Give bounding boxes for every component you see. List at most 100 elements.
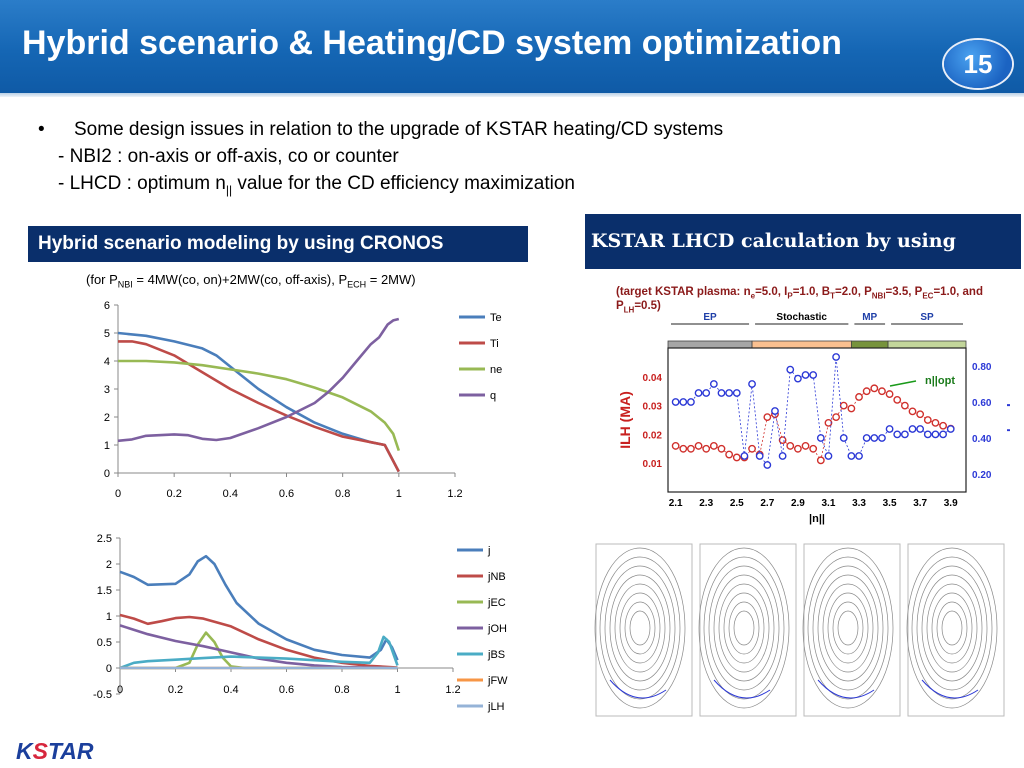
y-tick-label: 1 — [106, 611, 112, 623]
data-point-ILH — [916, 410, 925, 419]
caption-part: = 2MW) — [366, 272, 416, 287]
data-point-rho_dep — [878, 434, 886, 442]
flux-surface — [832, 601, 864, 655]
x-tick-label: 2.9 — [791, 498, 805, 509]
flux-surface — [931, 592, 973, 664]
y2-tick-label: 0.40 — [972, 434, 992, 445]
flux-surface — [802, 547, 894, 709]
target-sub: LH — [623, 305, 635, 315]
target-part: =2.0, P — [835, 286, 872, 298]
ray-trajectory — [817, 679, 875, 699]
y-tick-label: 5 — [104, 328, 110, 340]
flux-surface — [599, 556, 681, 700]
flux-surface — [728, 601, 760, 655]
y-tick-label: 0.01 — [643, 459, 663, 470]
target-part: =1.0, B — [792, 286, 831, 298]
flux-surface-panels — [594, 543, 1005, 717]
logo-part: TAR — [47, 738, 94, 764]
x-tick-label: 0.4 — [223, 684, 238, 696]
target-sub: NBI — [871, 291, 886, 301]
data-point-ILH — [893, 395, 902, 404]
data-point-ILH — [793, 444, 802, 453]
data-point-ILH — [862, 387, 871, 396]
y-tick-label: 0 — [106, 663, 112, 675]
flux-surface — [614, 583, 666, 673]
caption-part: = 4MW(co, on)+2MW(co, off-axis), P — [132, 272, 348, 287]
series-line-ne — [118, 359, 401, 452]
caption-sub: NBI — [117, 279, 133, 290]
x-tick-label: 3.1 — [822, 498, 836, 509]
data-point-ILH — [748, 444, 756, 453]
data-point-rho_dep — [771, 407, 779, 415]
data-point-ILH — [839, 401, 848, 410]
sub-bullet-lhcd: - LHCD : optimum n|| value for the CD ef… — [38, 170, 723, 204]
data-point-ILH — [931, 418, 940, 427]
flux-surface — [837, 610, 859, 646]
flux-surface — [698, 547, 790, 709]
data-point-rho_dep — [946, 425, 955, 433]
flux-surface — [594, 547, 686, 709]
data-point-rho_dep — [801, 371, 810, 379]
data-point-rho_dep — [755, 452, 764, 460]
flux-surface — [703, 556, 785, 700]
logo-part: K — [16, 738, 33, 764]
region-bar-SP — [887, 340, 967, 349]
legend-label-jLH: jLH — [487, 701, 505, 713]
x-tick-label: 0.2 — [168, 684, 183, 696]
data-point-ILH — [908, 407, 917, 416]
data-point-ILH — [870, 384, 879, 393]
page-number-badge: 15 — [944, 40, 1012, 88]
y-tick-label: 1.5 — [97, 585, 112, 597]
x-tick-label: 0.6 — [279, 684, 294, 696]
ray-trajectory — [713, 679, 771, 699]
flux-surface — [906, 547, 998, 709]
data-point-ILH — [832, 413, 841, 422]
y2-tick-label: 0.20 — [972, 470, 992, 481]
series-line-j — [119, 554, 399, 661]
x-tick-label: 3.5 — [883, 498, 897, 509]
y2-tick-label: 0.60 — [972, 398, 992, 409]
x-tick-label: 1 — [394, 684, 400, 696]
optimum-arrow — [889, 380, 917, 387]
flux-panel — [803, 543, 901, 717]
data-point-rho_dep — [694, 389, 703, 397]
target-sub: T — [830, 291, 835, 301]
data-point-ILH — [709, 442, 718, 450]
data-point-rho_dep — [793, 374, 802, 383]
data-point-ILH — [809, 444, 818, 453]
profile-chart-current: -0.5 0 0.5 1 1.5 2 2.5 0 0.2 0.4 0.6 0.8 1 1.2 j jNB jEC… — [93, 533, 508, 713]
lhcd-target-plasma: (target KSTAR plasma: ne=5.0, IP=1.0, BT… — [616, 286, 1024, 315]
bullet-list: • Some design issues in relation to the … — [38, 116, 723, 204]
target-sub: EC — [922, 291, 934, 301]
data-point-rho_dep — [725, 389, 734, 397]
y-tick-label: -0.5 — [93, 689, 112, 701]
target-part: =3.5, P — [885, 286, 923, 298]
x-tick-label: 1.2 — [447, 488, 462, 500]
data-point-ILH — [816, 456, 825, 465]
data-point-ILH — [763, 413, 772, 422]
data-point-ILH — [702, 444, 711, 453]
y-tick-label: 0.02 — [643, 430, 663, 441]
data-point-rho_dep — [702, 389, 711, 397]
logo-part: S — [32, 738, 48, 764]
data-point-rho_dep — [870, 434, 879, 442]
flux-panel — [699, 543, 797, 717]
flux-surface — [723, 592, 765, 664]
sub-bullet-lhcd-sub: || — [225, 182, 233, 197]
data-point-ILH — [786, 442, 795, 450]
x-tick-label: 2.3 — [699, 498, 713, 509]
x-tick-label: 0.8 — [334, 684, 349, 696]
data-point-rho_dep — [671, 398, 680, 406]
series-line-jBS — [119, 635, 399, 670]
data-point-ILH — [717, 444, 726, 453]
data-point-rho_dep — [832, 353, 841, 361]
data-point-rho_dep — [786, 365, 795, 374]
flux-surface — [926, 583, 978, 673]
y-tick-label: 2.5 — [97, 533, 112, 545]
data-point-ILH — [939, 421, 947, 430]
target-sub: e — [750, 291, 756, 301]
sub-bullet-nbi: - NBI2 : on-axis or off-axis, co or coun… — [58, 146, 399, 167]
region-label-Stochastic: Stochastic — [776, 312, 827, 323]
x-tick-label: 1.2 — [445, 684, 460, 696]
x-tick-label: 0.2 — [167, 488, 182, 500]
